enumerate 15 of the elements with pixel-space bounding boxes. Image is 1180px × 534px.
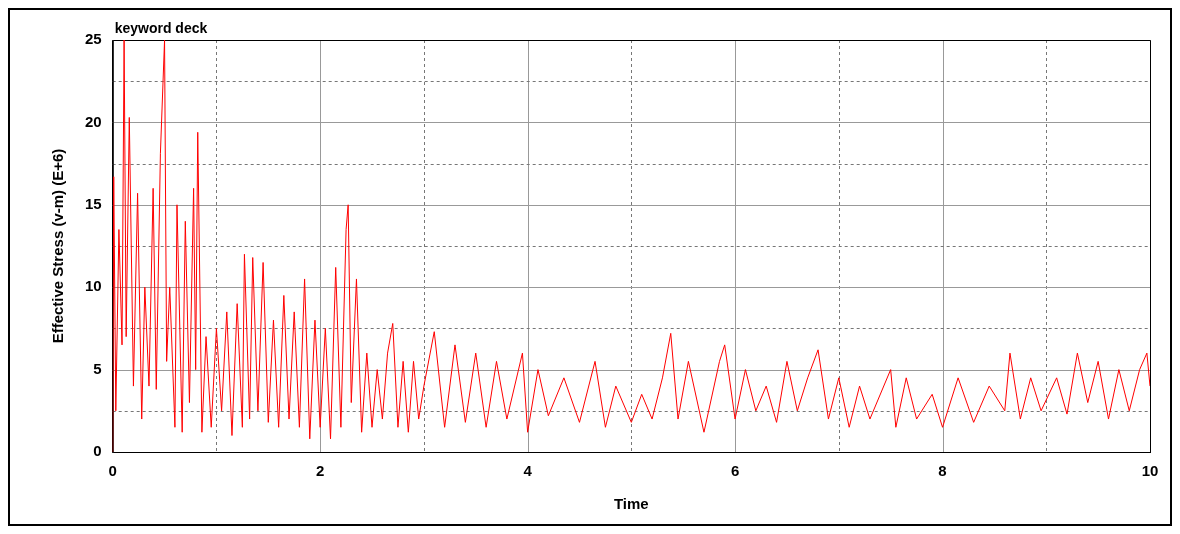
x-tick-label: 6 xyxy=(730,462,740,480)
y-axis-title: Effective Stress (v-m) (E+6) xyxy=(49,148,67,344)
y-tick-label: 0 xyxy=(93,442,102,460)
x-tick-label: 4 xyxy=(523,462,533,480)
x-tick-label: 8 xyxy=(938,462,947,480)
x-tick-label: 2 xyxy=(315,462,325,480)
x-tick-label: 10 xyxy=(1141,462,1159,480)
y-tick-label: 25 xyxy=(85,30,102,48)
y-tick-label: 15 xyxy=(85,194,102,212)
x-tick-label: 0 xyxy=(108,462,117,480)
y-tick-label: 5 xyxy=(93,359,102,377)
y-tick-label: 10 xyxy=(85,277,102,295)
x-axis-title: Time xyxy=(613,495,649,513)
chart-title: keyword deck xyxy=(114,19,208,36)
y-tick-label: 20 xyxy=(85,112,102,130)
